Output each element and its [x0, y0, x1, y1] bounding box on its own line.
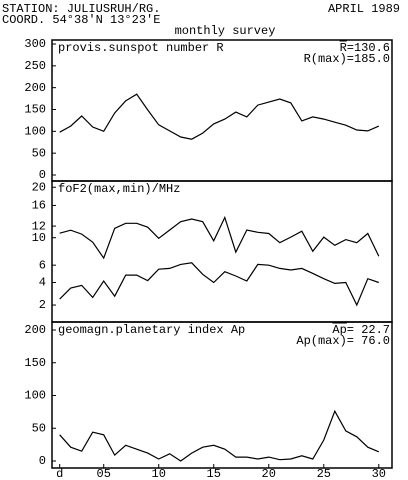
panel-title: provis.sunspot number R — [58, 41, 224, 55]
y-tick-label: 50 — [32, 146, 46, 160]
y-tick-label: 0 — [39, 168, 46, 182]
x-tick-label: 05 — [97, 467, 111, 480]
data-line — [59, 409, 380, 462]
x-tick-label: 25 — [317, 467, 331, 480]
coordinates: COORD. 54°38'N 13°23'E — [2, 13, 160, 27]
panel-title: foF2(max,min)/MHz — [58, 182, 180, 196]
y-tick-label: 50 — [32, 421, 46, 435]
data-line — [59, 215, 380, 260]
y-tick-label: 10 — [32, 231, 46, 245]
y-tick-label: 200 — [24, 81, 46, 95]
x-tick-label: 15 — [207, 467, 221, 480]
panel-title: geomagn.planetary index Ap — [58, 323, 245, 337]
y-tick-label: 0 — [39, 454, 46, 468]
stat-label: R(max)=185.0 — [304, 52, 390, 66]
y-tick-label: 250 — [24, 59, 46, 73]
x-tick-label: 10 — [152, 467, 166, 480]
stat-label: Ap(max)= 76.0 — [296, 334, 390, 348]
y-tick-label: 150 — [24, 103, 46, 117]
data-line — [59, 262, 379, 307]
data-line — [59, 93, 380, 140]
x-tick-label: 20 — [262, 467, 276, 480]
y-tick-label: 100 — [24, 389, 46, 403]
panel-frame — [51, 180, 393, 323]
subtitle: monthly survey — [175, 24, 276, 38]
station: STATION: JULIUSRUH/RG. — [2, 2, 160, 16]
stat-label: R=130.6 — [340, 41, 390, 55]
y-tick-label: 16 — [32, 199, 46, 213]
date: APRIL 1989 — [328, 2, 400, 16]
stat-label: Ap= 22.7 — [332, 323, 390, 337]
y-tick-label: 300 — [24, 37, 46, 51]
y-tick-label: 2 — [39, 298, 46, 312]
y-tick-label: 12 — [32, 219, 46, 233]
y-tick-label: 20 — [32, 180, 46, 194]
y-tick-label: 150 — [24, 356, 46, 370]
y-tick-label: 4 — [39, 276, 46, 290]
y-tick-label: 100 — [24, 125, 46, 139]
x-tick-label: d — [56, 467, 63, 480]
y-tick-label: 6 — [39, 258, 46, 272]
x-tick-label: 30 — [372, 467, 386, 480]
y-tick-label: 200 — [24, 323, 46, 337]
